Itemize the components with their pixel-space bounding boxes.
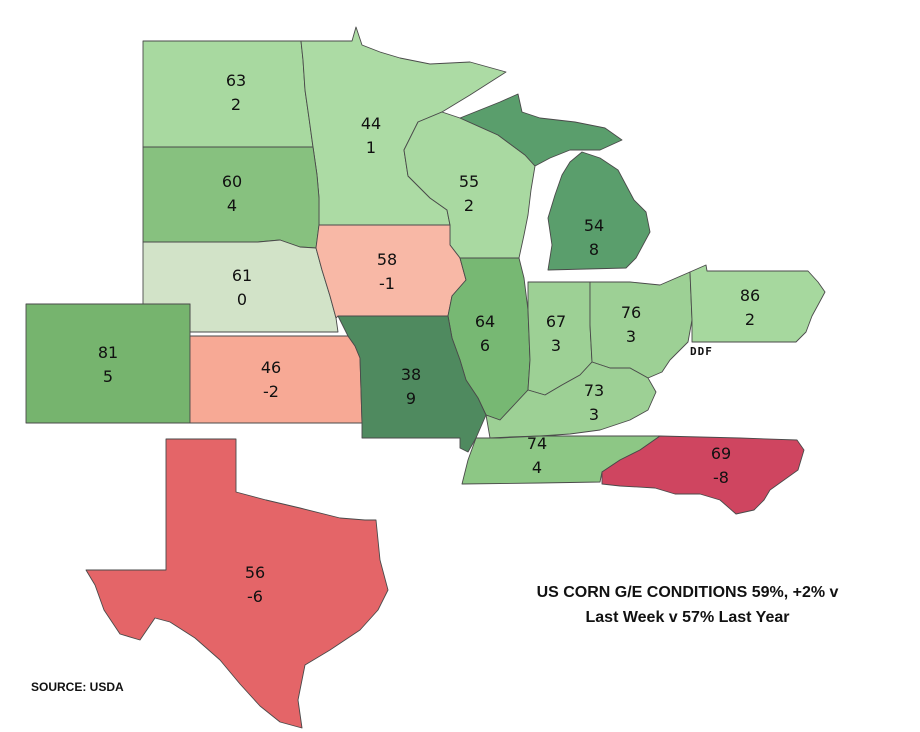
state-missouri[interactable] [337, 315, 487, 453]
state-iowa[interactable] [315, 224, 467, 319]
label-iowa: 58 -1 [377, 250, 397, 293]
state-pennsylvania[interactable] [689, 264, 826, 343]
source-note: SOURCE: USDA [31, 680, 124, 694]
label-michigan: 54 8 [584, 216, 604, 259]
label-colorado: 81 5 [98, 343, 118, 386]
state-michigan[interactable] [459, 93, 651, 271]
headline-line-1: US CORN G/E CONDITIONS 59%, +2% v [536, 584, 839, 601]
label-texas: 56 -6 [245, 563, 265, 606]
state-north-carolina[interactable] [601, 435, 805, 515]
state-colorado[interactable] [25, 303, 191, 424]
label-illinois: 64 6 [475, 312, 495, 355]
map-headline: US CORN G/E CONDITIONS 59%, +2% v Last W… [495, 580, 880, 630]
label-south-dakota: 60 4 [222, 172, 242, 215]
label-wisconsin: 55 2 [459, 172, 479, 215]
label-nebraska: 61 0 [232, 266, 252, 309]
label-tennessee: 74 4 [527, 434, 547, 477]
label-minnesota: 44 1 [361, 114, 381, 157]
state-kansas[interactable] [189, 335, 363, 424]
headline-line-2: Last Week v 57% Last Year [585, 609, 790, 626]
label-north-carolina: 69 -8 [711, 444, 731, 487]
label-kentucky: 73 3 [584, 381, 604, 424]
state-labels: 63 2 44 1 60 4 55 2 54 8 61 0 58 -1 64 6 67 3 76 3… [98, 71, 760, 606]
ddf-logo: DDF [690, 345, 713, 358]
state-texas[interactable] [85, 438, 389, 729]
label-pennsylvania: 86 2 [740, 286, 760, 329]
label-kansas: 46 -2 [261, 358, 281, 401]
label-indiana: 67 3 [546, 312, 566, 355]
state-north-dakota[interactable] [142, 40, 314, 148]
label-missouri: 38 9 [401, 365, 421, 408]
state-ohio[interactable] [589, 271, 693, 379]
label-north-dakota: 63 2 [226, 71, 246, 114]
label-ohio: 76 3 [621, 303, 641, 346]
